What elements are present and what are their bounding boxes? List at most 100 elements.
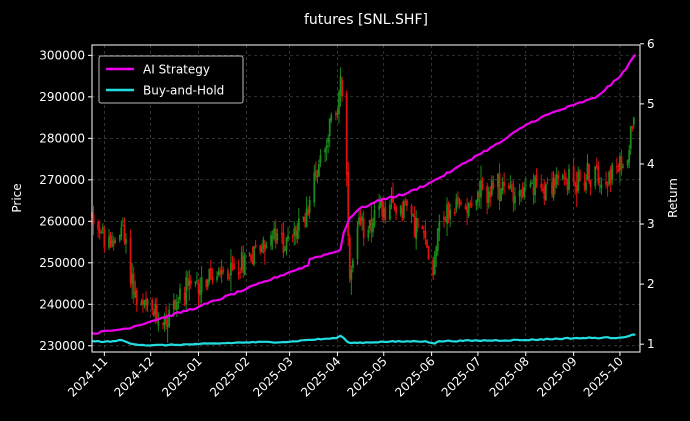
candle-body bbox=[507, 185, 510, 188]
candle-body bbox=[520, 190, 523, 192]
candle-body bbox=[209, 267, 212, 279]
y-right-tick-label: 2 bbox=[647, 277, 655, 291]
candle-body bbox=[628, 150, 631, 163]
candle-body bbox=[552, 177, 555, 198]
candle-body bbox=[345, 93, 348, 176]
candle-body bbox=[271, 237, 274, 239]
candle-body bbox=[208, 268, 211, 282]
y-left-tick-label: 270000 bbox=[39, 173, 85, 187]
candle-body bbox=[497, 173, 499, 187]
candle-body bbox=[379, 200, 382, 207]
candle-body bbox=[152, 311, 155, 316]
candle-body bbox=[606, 184, 609, 186]
candle-body bbox=[600, 184, 603, 188]
candle-body bbox=[186, 277, 189, 286]
y-left-tick-label: 230000 bbox=[39, 339, 85, 353]
candle-body bbox=[291, 236, 294, 238]
candle-body bbox=[274, 228, 277, 244]
candle-body bbox=[453, 211, 456, 214]
candle-body bbox=[228, 277, 231, 279]
candle-body bbox=[393, 203, 396, 209]
candle-body bbox=[287, 235, 289, 239]
candle-body bbox=[230, 262, 232, 276]
candle-body bbox=[540, 184, 543, 188]
candle-body bbox=[240, 252, 243, 270]
candle-body bbox=[455, 198, 458, 210]
candle-body bbox=[572, 165, 575, 182]
candle-body bbox=[334, 113, 337, 116]
candle-body bbox=[220, 270, 223, 275]
candle-body bbox=[498, 173, 501, 201]
candle-body bbox=[372, 223, 374, 233]
candle-body bbox=[338, 92, 340, 115]
candle-body bbox=[108, 236, 110, 248]
candle-body bbox=[206, 279, 209, 288]
candle-body bbox=[92, 214, 95, 225]
candle-body bbox=[402, 201, 405, 218]
candle-body bbox=[222, 269, 225, 272]
y-axis-left-label: Price bbox=[10, 183, 24, 212]
candle-body bbox=[478, 193, 481, 198]
legend-box bbox=[98, 55, 244, 104]
candle-body bbox=[563, 176, 566, 178]
candle-body bbox=[449, 209, 452, 220]
candle-body bbox=[432, 259, 435, 276]
candle-body bbox=[297, 218, 300, 231]
candle-body bbox=[251, 260, 254, 264]
candle-body bbox=[500, 189, 502, 201]
candle-body bbox=[123, 225, 126, 242]
candle-body bbox=[597, 166, 600, 184]
candle-body bbox=[534, 176, 536, 196]
return-lines bbox=[91, 53, 637, 347]
candle-body bbox=[370, 218, 373, 232]
candle-body bbox=[132, 273, 135, 295]
candle-body bbox=[216, 276, 218, 280]
candle-body bbox=[359, 217, 362, 224]
candles bbox=[91, 67, 635, 343]
candle-body bbox=[566, 180, 569, 191]
candle-body bbox=[489, 191, 492, 198]
candle-body bbox=[243, 254, 246, 275]
candle-body bbox=[176, 301, 178, 311]
candle-body bbox=[341, 79, 343, 97]
candle-body bbox=[521, 187, 524, 198]
candle-body bbox=[555, 174, 558, 185]
candle-body bbox=[546, 182, 549, 184]
candle-body bbox=[302, 216, 305, 220]
candle-body bbox=[523, 186, 526, 197]
candle-body bbox=[501, 181, 504, 191]
candle-body bbox=[263, 243, 266, 252]
candle-body bbox=[551, 182, 553, 194]
candle-body bbox=[361, 216, 364, 221]
candle-body bbox=[480, 180, 482, 197]
candle-body bbox=[464, 205, 467, 210]
candle-body bbox=[328, 118, 331, 136]
candle-body bbox=[189, 280, 192, 285]
candle-body bbox=[586, 162, 589, 180]
candle-body bbox=[514, 196, 516, 204]
candle-body bbox=[273, 228, 276, 239]
candle-body bbox=[510, 184, 513, 193]
candle-body bbox=[509, 185, 512, 189]
candle-body bbox=[316, 175, 319, 177]
candle-body bbox=[415, 218, 418, 240]
candle-body bbox=[424, 231, 427, 239]
candle-body bbox=[308, 199, 311, 213]
candle-body bbox=[237, 272, 240, 275]
candle-body bbox=[135, 290, 138, 306]
candle-body bbox=[325, 145, 328, 149]
candle-body bbox=[242, 256, 245, 273]
candle-body bbox=[399, 205, 402, 215]
candle-body bbox=[239, 271, 242, 273]
candle-body bbox=[172, 300, 175, 310]
candle-body bbox=[447, 203, 450, 218]
candle-body bbox=[427, 245, 430, 260]
candle-body bbox=[327, 137, 330, 143]
candle-body bbox=[226, 270, 229, 280]
candle-body bbox=[125, 238, 127, 244]
buy-and-hold-line bbox=[91, 333, 636, 347]
candle-body bbox=[615, 165, 618, 168]
y-left-tick-label: 290000 bbox=[39, 90, 85, 104]
candle-body bbox=[384, 207, 387, 221]
candle-body bbox=[481, 184, 484, 187]
